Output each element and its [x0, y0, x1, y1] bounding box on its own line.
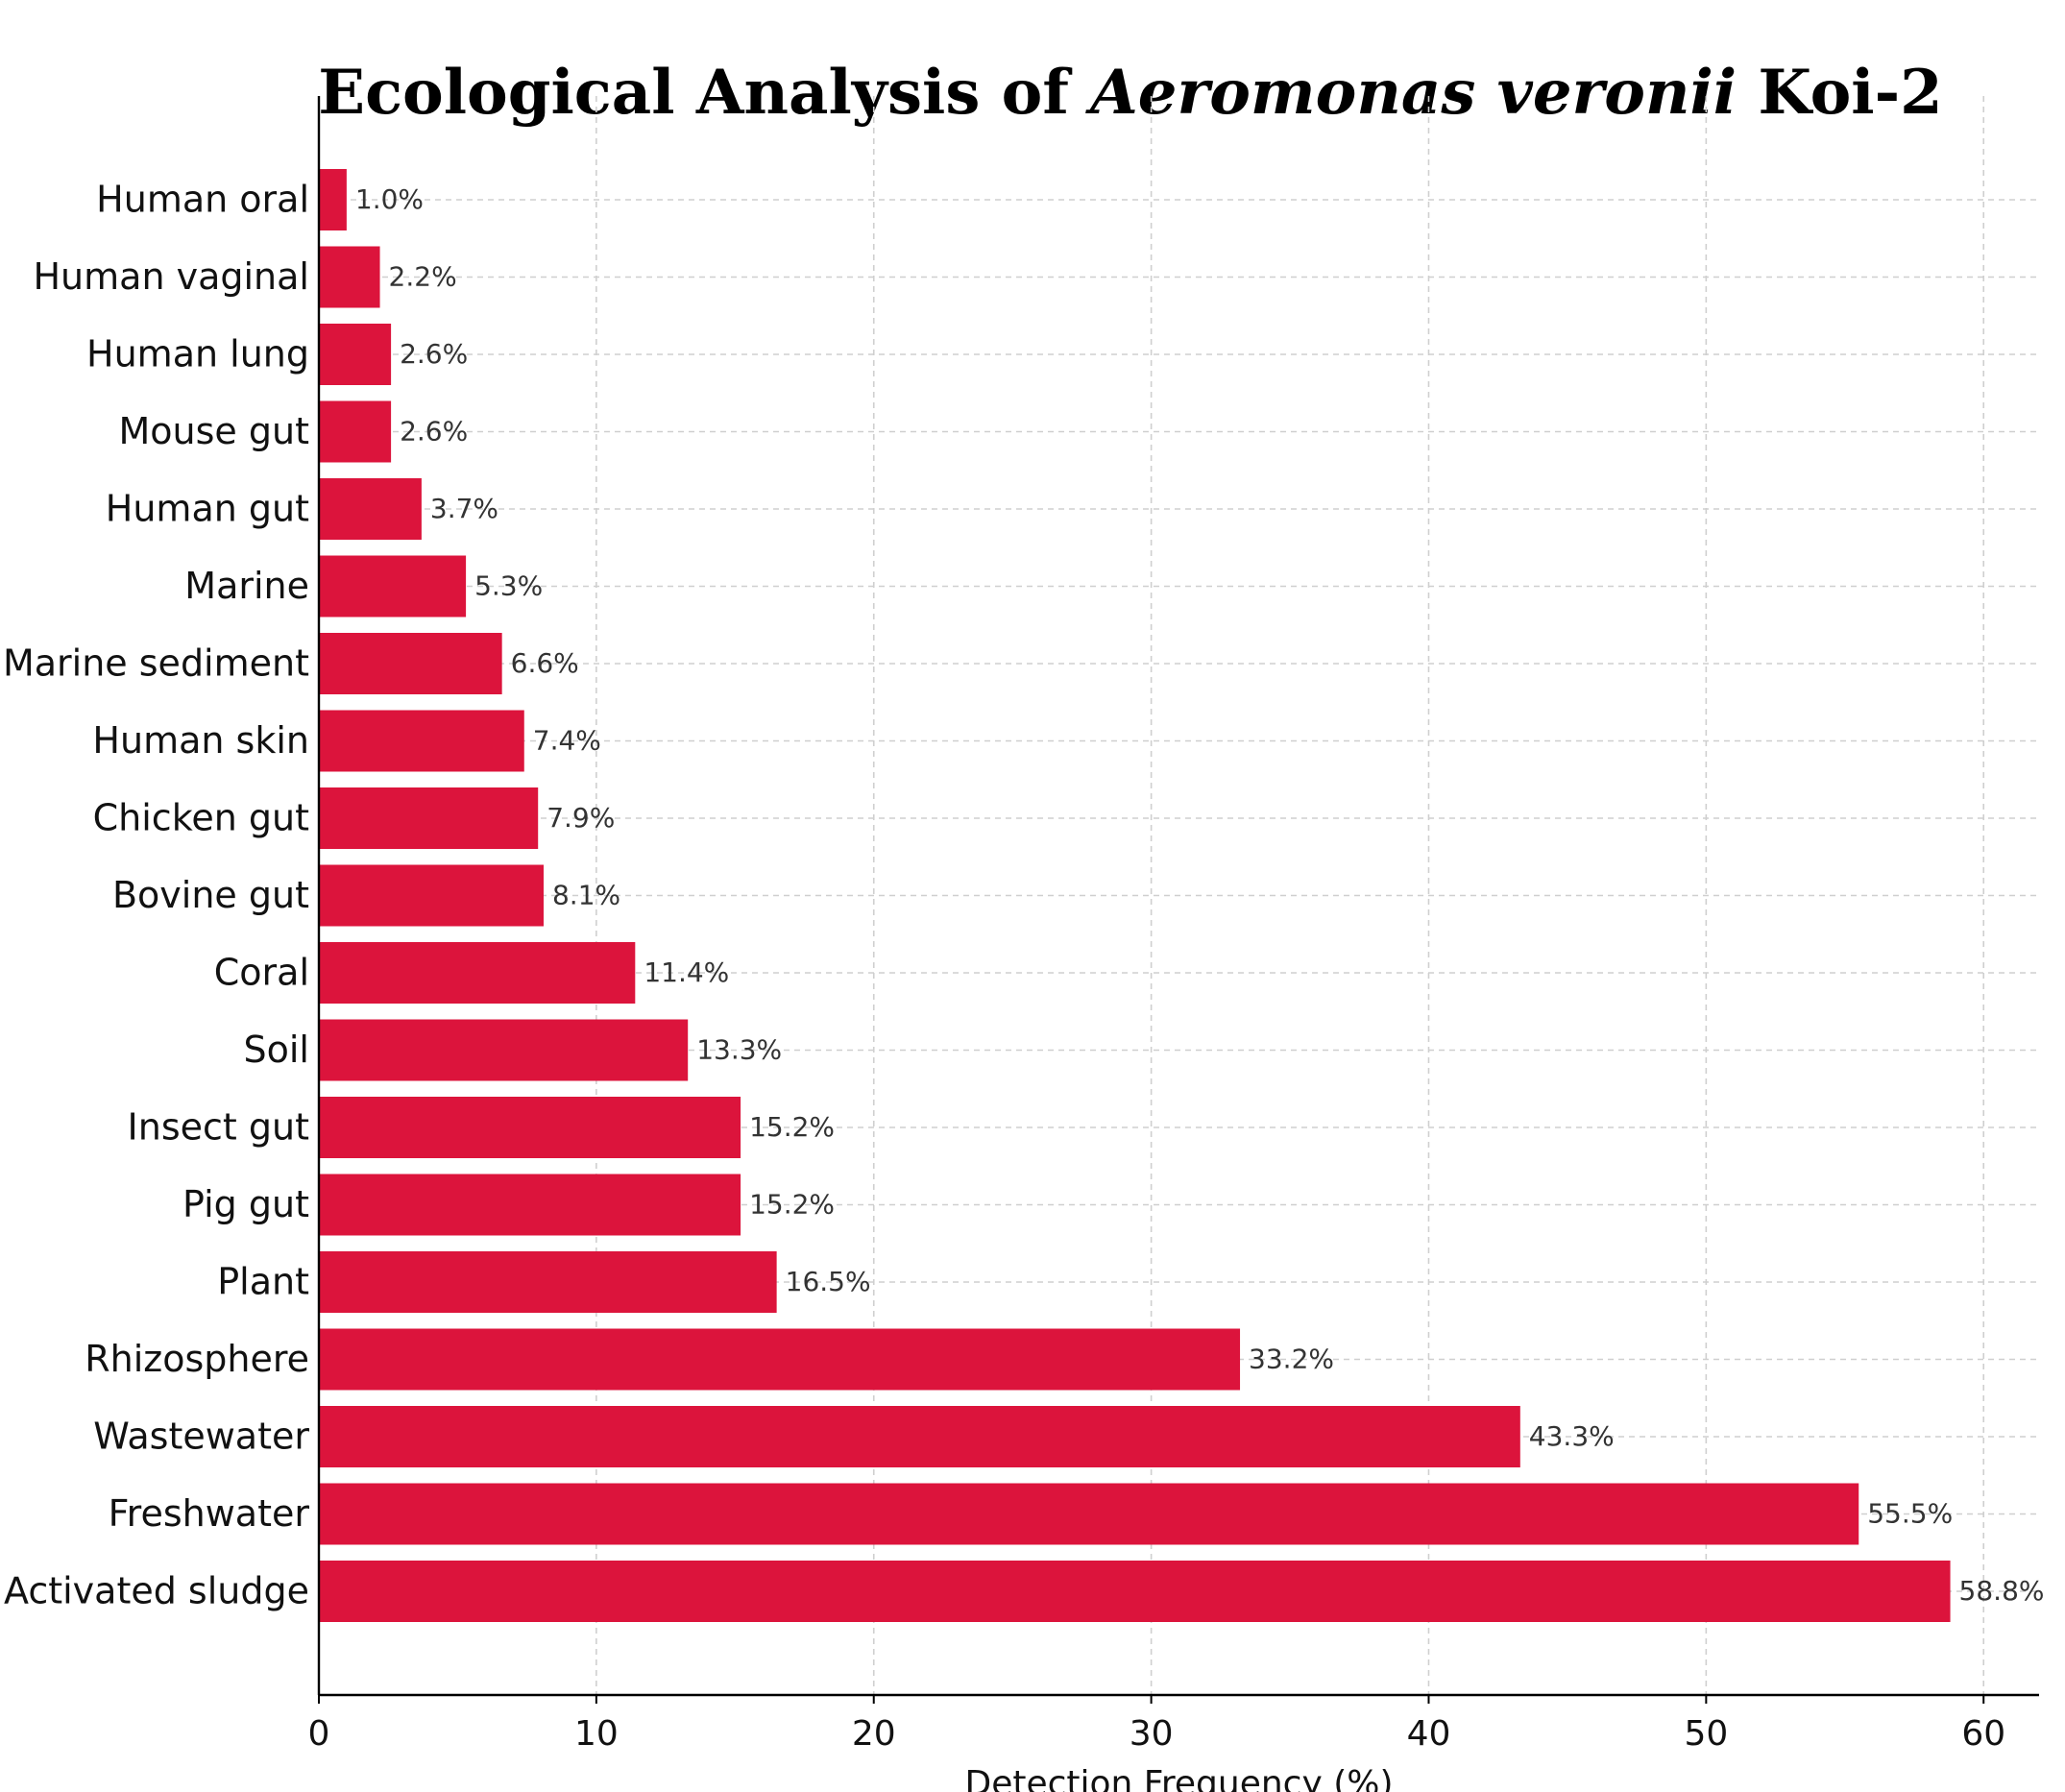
x-tick-labels: 0 10 20 30 40 50 60	[308, 1695, 2005, 1754]
chart-title-suffix: Koi-2	[1737, 57, 1943, 129]
bar-value-label: 15.2%	[749, 1189, 835, 1221]
bar-value-label: 58.8%	[1959, 1575, 2045, 1607]
x-tick-label: 40	[1407, 1714, 1451, 1754]
category-label: Coral	[214, 952, 309, 994]
chart-title-prefix: Ecological Analysis of	[318, 57, 1090, 129]
bar-value-label: 3.7%	[430, 493, 498, 524]
bar-value-label: 33.2%	[1249, 1344, 1334, 1375]
bar	[319, 1406, 1520, 1467]
category-label: Human lung	[86, 333, 309, 375]
category-label: Human oral	[96, 179, 309, 221]
x-tick-label: 0	[308, 1714, 330, 1754]
bar-value-label: 6.6%	[511, 647, 579, 679]
bar-value-label: 55.5%	[1867, 1498, 1953, 1530]
bar	[319, 478, 422, 540]
bar	[319, 1019, 689, 1081]
bar-value-label: 5.3%	[474, 570, 543, 602]
x-tick-label: 10	[574, 1714, 619, 1754]
category-label: Mouse gut	[119, 410, 309, 452]
data-labels: 1.0% 2.2% 2.6% 2.6% 3.7% 5.3% 6.6% 7.4% 7.9% 8.1%…	[355, 183, 2045, 1607]
category-label: Human gut	[106, 488, 309, 530]
bar	[319, 1097, 741, 1158]
bar-value-label: 16.5%	[786, 1266, 871, 1297]
bar	[319, 1561, 1951, 1622]
bar-value-label: 2.6%	[400, 338, 468, 370]
category-label: Bovine gut	[112, 874, 309, 916]
category-label: Rhizosphere	[85, 1338, 309, 1380]
category-label: Plant	[217, 1261, 309, 1303]
bar	[319, 633, 502, 694]
category-label: Marine sediment	[3, 642, 309, 685]
category-label: Activated sludge	[4, 1570, 309, 1612]
bar-value-label: 15.2%	[749, 1111, 835, 1143]
x-axis-label: Detection Frequency (%)	[964, 1764, 1393, 1792]
category-label: Pig gut	[182, 1183, 309, 1225]
bar-value-label: 1.0%	[355, 183, 424, 215]
bar	[319, 864, 544, 927]
bar	[319, 246, 380, 308]
category-label: Freshwater	[109, 1492, 310, 1535]
bar	[319, 1483, 1859, 1545]
x-tick-label: 30	[1130, 1714, 1174, 1754]
category-labels: Human oral Human vaginal Human lung Mouse g…	[3, 179, 309, 1612]
x-tick-label: 60	[1961, 1714, 2005, 1754]
bar-value-label: 7.9%	[547, 802, 615, 834]
bar	[319, 555, 467, 618]
bar	[319, 400, 392, 463]
bar	[319, 710, 524, 772]
category-label: Wastewater	[93, 1416, 309, 1458]
bar	[319, 787, 539, 849]
bar-value-label: 2.2%	[389, 261, 457, 293]
bar	[319, 169, 347, 230]
category-label: Chicken gut	[93, 797, 309, 839]
x-tick-label: 20	[852, 1714, 896, 1754]
category-label: Marine	[184, 565, 309, 607]
bar-value-label: 13.3%	[696, 1034, 782, 1066]
bar-value-label: 8.1%	[552, 880, 620, 911]
bar	[319, 1251, 777, 1313]
category-label: Insect gut	[128, 1106, 309, 1149]
bar	[319, 1328, 1241, 1391]
bar	[319, 324, 392, 385]
bar-value-label: 11.4%	[644, 957, 729, 988]
bar	[319, 942, 636, 1004]
bar	[319, 1174, 741, 1236]
category-label: Human skin	[92, 719, 309, 762]
chart-title-species: Aeromonas veronii	[1085, 57, 1737, 129]
bars	[319, 169, 1951, 1622]
chart-title: Ecological Analysis of Aeromonas veronii…	[318, 57, 1942, 129]
bar-value-label: 7.4%	[533, 725, 601, 757]
bar-value-label: 43.3%	[1529, 1420, 1615, 1452]
x-tick-label: 50	[1684, 1714, 1728, 1754]
category-label: Human vaginal	[33, 255, 309, 298]
category-label: Soil	[244, 1029, 310, 1071]
bar-value-label: 2.6%	[400, 416, 468, 448]
